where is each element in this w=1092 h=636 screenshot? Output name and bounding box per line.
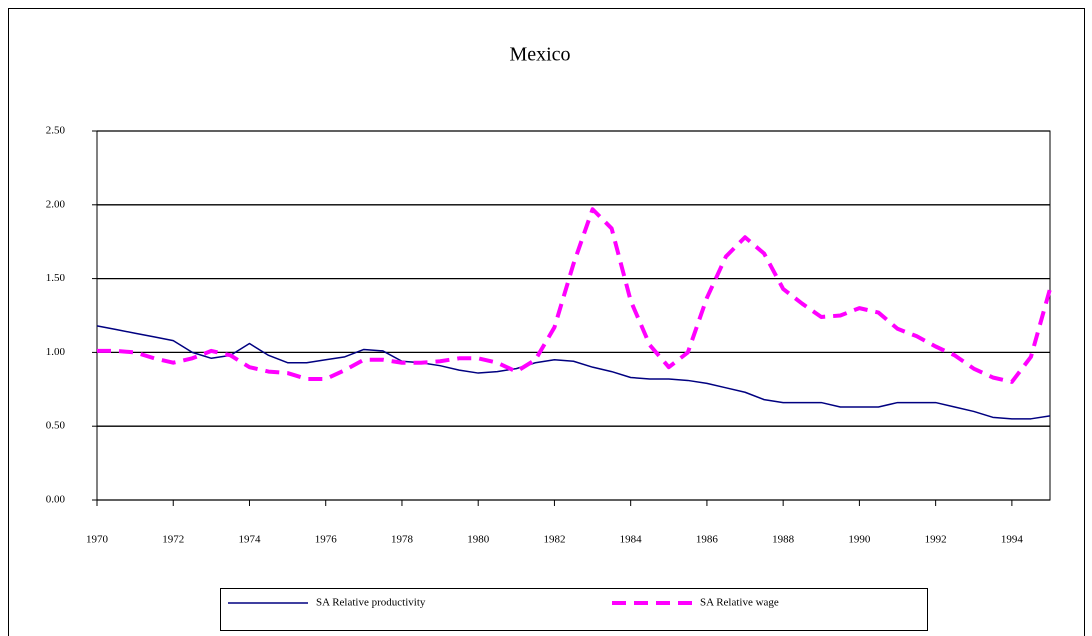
line-series xyxy=(97,207,1052,384)
x-tick-label: 1992 xyxy=(925,534,947,546)
y-tick-label: 0.50 xyxy=(46,420,66,432)
x-tick-label: 1994 xyxy=(1001,534,1024,546)
x-tick-label: 1980 xyxy=(467,534,490,546)
plot-area xyxy=(96,130,1051,501)
y-tick-label: 1.50 xyxy=(46,272,66,284)
chart-title: Mexico xyxy=(509,44,570,66)
x-tick-label: 1982 xyxy=(543,534,565,546)
y-tick-label: 1.00 xyxy=(46,346,66,358)
x-tick-label: 1974 xyxy=(238,534,261,546)
x-tick-label: 1986 xyxy=(696,534,719,546)
legend-label: SA Relative productivity xyxy=(316,597,426,609)
x-tick-label: 1972 xyxy=(162,534,184,546)
x-tick-label: 1978 xyxy=(391,534,414,546)
y-tick-label: 2.50 xyxy=(46,125,66,137)
y-tick-label: 2.00 xyxy=(46,198,66,210)
x-tick-label: 1976 xyxy=(315,534,338,546)
x-tick-label: 1988 xyxy=(772,534,795,546)
x-tick-label: 1970 xyxy=(86,534,109,546)
x-tick-label: 1990 xyxy=(848,534,871,546)
y-tick-label: 0.00 xyxy=(46,494,66,506)
x-tick-label: 1984 xyxy=(620,534,643,546)
legend-box xyxy=(220,588,928,631)
line-series xyxy=(96,325,1051,420)
legend-label: SA Relative wage xyxy=(700,597,779,609)
